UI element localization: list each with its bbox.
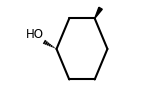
Text: HO: HO: [26, 28, 44, 41]
Polygon shape: [95, 7, 102, 18]
